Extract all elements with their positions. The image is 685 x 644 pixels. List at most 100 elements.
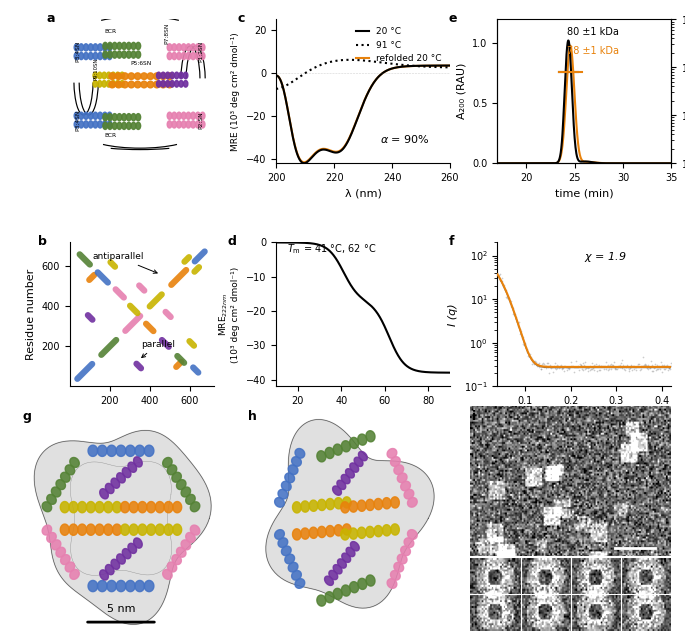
Point [501,292,512,302]
Point [523,351,534,361]
Polygon shape [42,502,51,512]
Legend: 20 °C, 91 °C, refolded 20 °C: 20 °C, 91 °C, refolded 20 °C [352,24,445,67]
Polygon shape [295,448,305,458]
Point [512,318,523,328]
Polygon shape [107,580,116,592]
Ellipse shape [191,52,195,60]
Polygon shape [390,571,400,580]
Polygon shape [116,554,125,564]
Ellipse shape [106,80,111,87]
Point [614,360,625,370]
Polygon shape [111,478,120,488]
Polygon shape [358,451,367,460]
Ellipse shape [102,72,106,79]
Polygon shape [69,524,78,535]
Point [652,360,663,370]
Ellipse shape [160,73,166,79]
Polygon shape [173,502,182,513]
Point [653,361,664,372]
Point [597,361,608,371]
Ellipse shape [160,81,166,88]
20 °C [272,71,280,79]
Ellipse shape [120,80,125,87]
Ellipse shape [136,122,140,129]
Ellipse shape [93,121,98,128]
Text: P7:8SN: P7:8SN [164,23,169,44]
Point [569,366,580,377]
Polygon shape [374,498,383,509]
Ellipse shape [103,44,108,51]
Point [618,360,629,370]
Polygon shape [342,524,351,535]
Point [498,279,509,290]
Ellipse shape [103,51,108,58]
Polygon shape [42,525,51,535]
Point [534,362,545,372]
Point [602,365,613,375]
Ellipse shape [134,81,141,88]
Ellipse shape [117,43,122,50]
Point [629,364,640,374]
Text: P5:6SN: P5:6SN [130,61,151,66]
Ellipse shape [200,121,205,128]
Ellipse shape [97,80,102,87]
Text: h: h [247,410,256,423]
Ellipse shape [182,52,186,60]
Point [647,360,658,370]
Point [597,361,608,372]
Point [646,366,657,377]
Polygon shape [65,465,75,475]
Ellipse shape [112,51,117,58]
Ellipse shape [166,81,173,88]
Point [527,354,538,365]
Polygon shape [397,473,407,482]
Ellipse shape [93,44,98,51]
Ellipse shape [93,52,98,60]
Ellipse shape [79,112,84,119]
Polygon shape [387,448,397,458]
Ellipse shape [195,44,200,51]
Ellipse shape [74,44,79,51]
Point [537,358,548,368]
Point [505,298,516,308]
Point [556,359,566,370]
Polygon shape [340,529,349,540]
Point [606,359,617,370]
Polygon shape [334,498,342,509]
Point [577,358,588,368]
Polygon shape [340,502,349,513]
Point [614,361,625,372]
Line: 20 °C: 20 °C [276,66,450,163]
Ellipse shape [107,44,112,51]
Point [508,303,519,313]
Ellipse shape [116,72,120,79]
Polygon shape [100,489,108,499]
Ellipse shape [106,72,111,79]
Polygon shape [366,575,375,586]
Ellipse shape [184,72,188,79]
Point [638,352,649,363]
Point [630,361,640,372]
Point [586,364,597,374]
Polygon shape [390,524,399,535]
Point [532,361,543,371]
Polygon shape [116,473,125,483]
Polygon shape [341,475,350,484]
Ellipse shape [93,80,97,87]
Point [567,361,578,372]
Ellipse shape [88,121,93,128]
Text: P1:2SN: P1:2SN [199,41,203,62]
Polygon shape [394,562,403,572]
Polygon shape [338,559,347,568]
Point [506,301,516,311]
Ellipse shape [161,72,165,79]
Point [625,359,636,370]
Point [658,363,669,374]
Polygon shape [56,480,66,489]
Point [524,352,535,362]
Ellipse shape [79,121,84,128]
Polygon shape [337,480,346,489]
Polygon shape [382,498,391,509]
Ellipse shape [131,122,136,129]
Point [542,358,553,368]
